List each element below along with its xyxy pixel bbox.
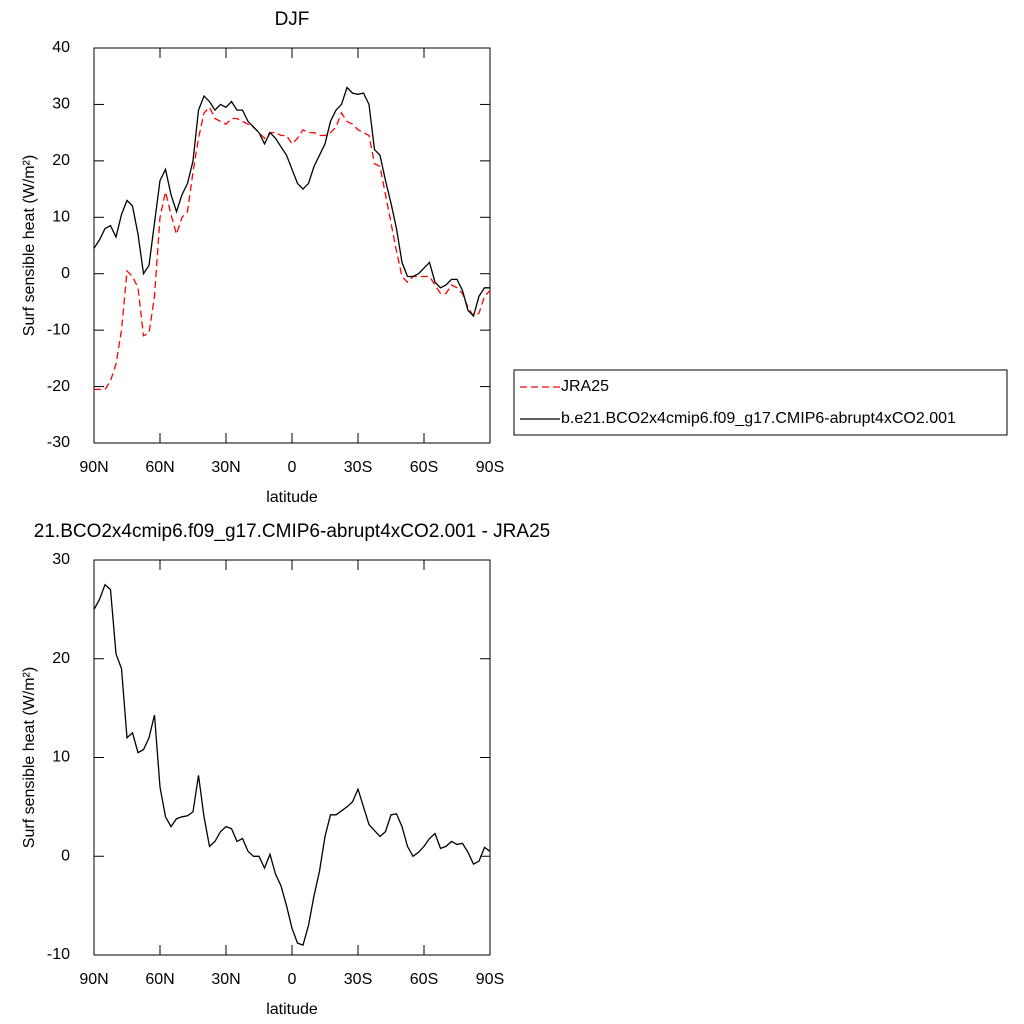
x-tick-label: 60N [145, 459, 174, 476]
data-line [93, 86, 490, 318]
x-tick-label: 30S [344, 459, 372, 476]
y-tick-label: 0 [61, 265, 70, 282]
x-tick-label: 90N [79, 459, 108, 476]
x-tick-label: 60S [410, 459, 438, 476]
x-tick-label: 60N [145, 971, 174, 988]
legend-label: JRA25 [561, 378, 609, 395]
y-tick-label: -20 [47, 378, 70, 395]
chart-title: 21.BCO2x4cmip6.f09_g17.CMIP6-abrupt4xCO2… [34, 521, 550, 542]
x-tick-label: 30N [211, 971, 240, 988]
y-tick-label: -10 [47, 321, 70, 338]
data-line [93, 583, 491, 946]
chart-title: DJF [275, 9, 310, 30]
plot-frame [93, 559, 491, 956]
legend-box [513, 369, 1008, 436]
x-tick-label: 90S [476, 971, 504, 988]
y-axis-label: Surf sensible heat (W/m²) [21, 155, 38, 336]
y-tick-label: 0 [61, 847, 70, 864]
plot-frame [93, 47, 491, 444]
y-axis-label: Surf sensible heat (W/m²) [21, 667, 38, 848]
y-tick-label: 10 [52, 209, 70, 226]
x-tick-label: 0 [288, 971, 297, 988]
y-tick-label: -10 [47, 946, 70, 963]
y-tick-label: 40 [52, 39, 70, 56]
y-tick-label: 30 [52, 96, 70, 113]
x-tick-label: 30S [344, 971, 372, 988]
x-tick-label: 30N [211, 459, 240, 476]
x-tick-label: 0 [288, 459, 297, 476]
x-axis-label: latitude [266, 489, 318, 506]
y-tick-label: 20 [52, 650, 70, 667]
y-tick-label: 10 [52, 749, 70, 766]
x-tick-label: 90S [476, 459, 504, 476]
legend-label: b.e21.BCO2x4cmip6.f09_g17.CMIP6-abrupt4x… [561, 410, 956, 427]
x-tick-label: 60S [410, 971, 438, 988]
y-tick-label: 30 [52, 551, 70, 568]
x-tick-label: 90N [79, 971, 108, 988]
data-line [94, 106, 491, 391]
y-tick-label: -30 [47, 434, 70, 451]
y-tick-label: 20 [52, 152, 70, 169]
x-axis-label: latitude [266, 1001, 318, 1018]
